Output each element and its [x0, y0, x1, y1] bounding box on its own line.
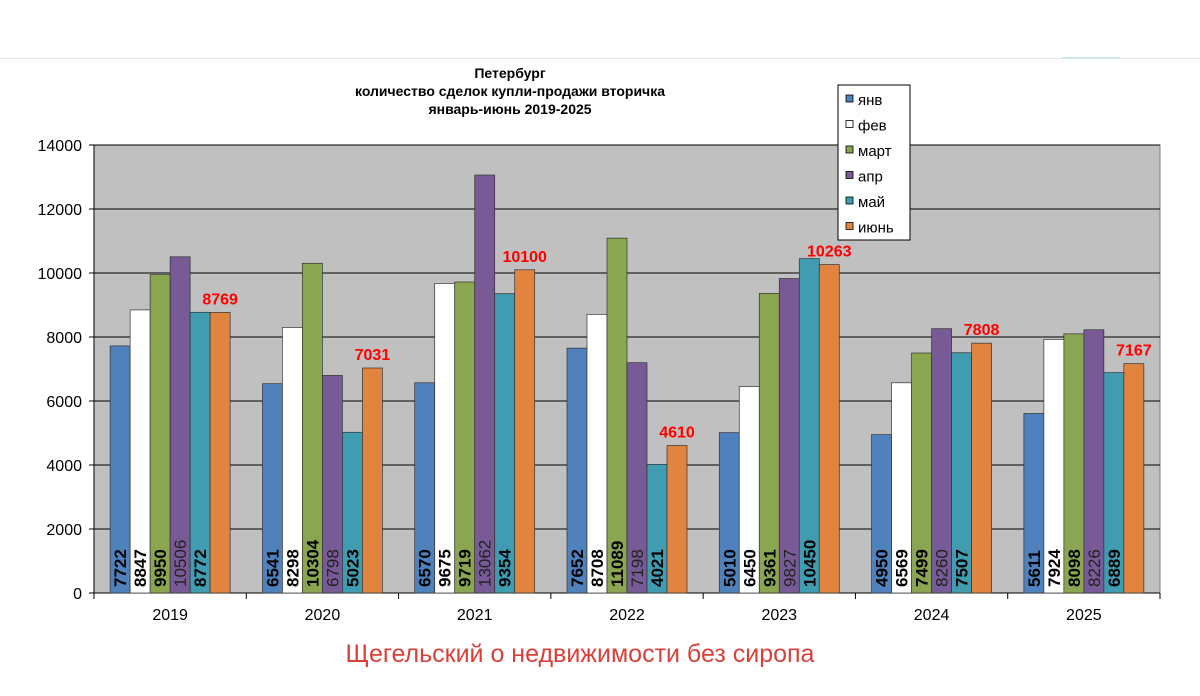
data-label-highlight: 7167 — [1116, 343, 1152, 360]
data-label: 6541 — [263, 549, 282, 587]
data-label: 11089 — [608, 541, 627, 587]
legend — [837, 84, 911, 241]
data-label: 8298 — [283, 549, 302, 587]
x-tick-label: 2023 — [761, 607, 797, 624]
y-tick-label: 14000 — [38, 138, 83, 155]
x-tick-label: 2022 — [609, 607, 645, 624]
bar-июнь-2021 — [514, 269, 536, 594]
data-label: 8772 — [191, 549, 210, 587]
x-tick-label: 2019 — [152, 607, 188, 624]
bar-июнь-2019 — [209, 312, 231, 594]
data-label: 5023 — [343, 549, 362, 587]
data-label: 7499 — [913, 549, 932, 587]
data-label: 6889 — [1105, 549, 1124, 587]
legend-label: март — [858, 143, 892, 160]
x-tick-label: 2024 — [914, 607, 950, 624]
bar-май-2021 — [494, 293, 516, 594]
data-label-highlight: 4610 — [659, 424, 695, 441]
data-label: 9354 — [496, 549, 515, 587]
data-label: 5010 — [720, 549, 739, 587]
data-label: 9361 — [760, 549, 779, 587]
data-label: 6570 — [416, 549, 435, 587]
data-label: 10450 — [800, 540, 819, 587]
y-tick-label: 2000 — [46, 522, 82, 539]
data-label-highlight: 8769 — [202, 291, 238, 308]
data-label: 9675 — [436, 549, 455, 587]
legend-swatch — [845, 94, 854, 103]
bar-июнь-2025 — [1123, 363, 1145, 594]
data-label: 4950 — [873, 549, 892, 587]
data-label-highlight: 7031 — [355, 347, 391, 364]
top-accent-line — [1062, 57, 1120, 59]
x-tick-label: 2021 — [457, 607, 493, 624]
data-label: 8847 — [131, 549, 150, 587]
data-label: 7722 — [111, 549, 130, 587]
data-label: 13062 — [476, 540, 495, 587]
y-tick-label: 0 — [73, 586, 82, 603]
legend-swatch — [845, 145, 854, 154]
bar-июнь-2022 — [666, 445, 688, 594]
bar-март-2023 — [758, 293, 780, 594]
legend-label: янв — [858, 92, 882, 109]
legend-label: май — [858, 194, 885, 211]
data-label-highlight: 7808 — [964, 322, 1000, 339]
data-label: 8708 — [588, 549, 607, 587]
bar-июнь-2020 — [362, 367, 383, 594]
data-label: 9827 — [780, 549, 799, 587]
chart-title-line: январь-июнь 2019-2025 — [428, 101, 591, 117]
data-label: 6798 — [323, 549, 342, 587]
data-label: 8226 — [1085, 549, 1104, 587]
data-label: 7198 — [628, 549, 647, 587]
data-label: 9950 — [151, 549, 170, 587]
data-label: 6569 — [893, 549, 912, 587]
data-label-highlight: 10263 — [807, 244, 852, 261]
caption: Щегельский о недвижимости без сиропа — [345, 640, 815, 668]
data-label-highlight: 10100 — [502, 249, 547, 266]
x-tick-label: 2025 — [1066, 607, 1102, 624]
bar-март-2022 — [606, 237, 628, 594]
data-label: 8098 — [1065, 549, 1084, 587]
chart-title-line: количество сделок купли-продажи вторичка — [355, 83, 665, 99]
bar-апр-2023 — [778, 278, 800, 594]
chart-title-line: Петербург — [474, 65, 545, 81]
data-label: 5611 — [1025, 550, 1044, 587]
legend-label: апр — [858, 169, 883, 186]
bar-июнь-2024 — [971, 342, 992, 594]
data-label: 10506 — [171, 540, 190, 587]
data-label: 6450 — [740, 549, 759, 587]
data-label: 7924 — [1045, 549, 1064, 587]
y-tick-label: 4000 — [46, 458, 82, 475]
y-tick-label: 10000 — [38, 266, 83, 283]
data-label: 10304 — [303, 539, 322, 587]
legend-swatch — [845, 171, 854, 179]
x-tick-label: 2020 — [305, 607, 341, 624]
bar-апр-2021 — [474, 174, 496, 594]
legend-label: июнь — [858, 220, 894, 237]
data-label: 7652 — [568, 549, 587, 587]
y-tick-label: 12000 — [38, 202, 83, 219]
legend-swatch — [845, 120, 854, 128]
bar-март-2019 — [149, 274, 171, 594]
data-label: 9719 — [456, 549, 475, 587]
top-divider — [0, 58, 1200, 59]
y-tick-label: 6000 — [46, 394, 82, 411]
data-label: 4021 — [648, 549, 667, 587]
bar-июнь-2023 — [818, 264, 840, 594]
bar-март-2021 — [454, 281, 476, 594]
bar-фев-2021 — [434, 283, 456, 594]
data-label: 7507 — [953, 549, 972, 587]
y-tick-label: 8000 — [46, 330, 82, 347]
data-label: 8260 — [933, 549, 952, 587]
legend-swatch — [845, 196, 854, 205]
legend-swatch — [845, 222, 854, 230]
legend-label: фев — [858, 118, 887, 135]
